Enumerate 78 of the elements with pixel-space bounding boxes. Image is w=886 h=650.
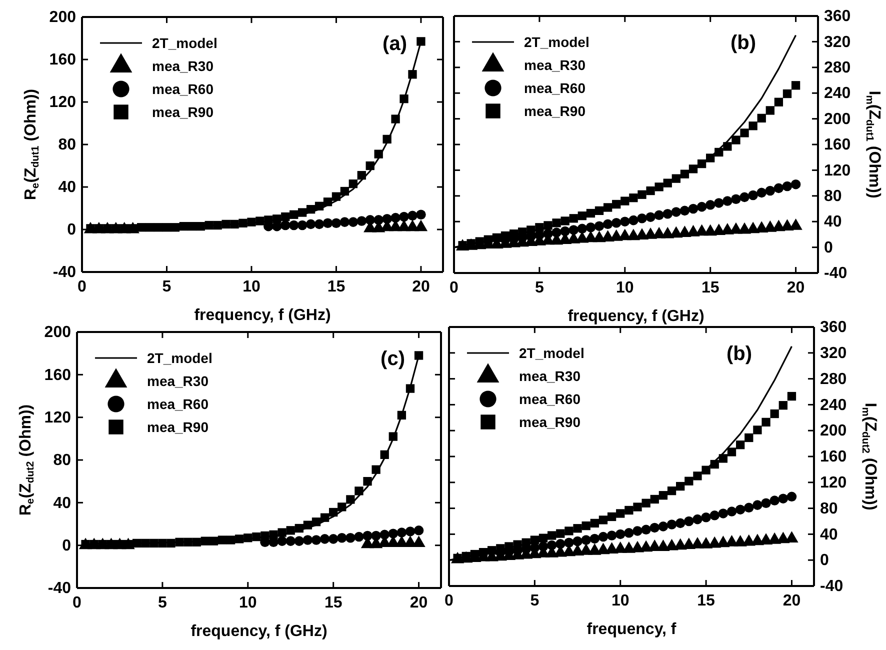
y2-tick-label: 360 — [820, 319, 847, 336]
y2-tick-label: 120 — [820, 474, 847, 492]
x-tick-label: 20 — [410, 594, 428, 612]
x-tick-label: 15 — [327, 278, 346, 296]
y-tick-label: 160 — [44, 366, 72, 384]
legend-label: mea_R60 — [152, 81, 214, 97]
legend-label: mea_R30 — [524, 57, 586, 73]
y2-tick-label: 280 — [820, 370, 847, 388]
x-tick-label: 5 — [534, 279, 544, 296]
annotation: (a) — [382, 33, 407, 55]
y2-tick-label: 200 — [820, 422, 847, 440]
y-tick-label: -40 — [52, 264, 76, 282]
x-axis-title: frequency, f (GHz) — [194, 307, 331, 324]
y2-tick-label: 80 — [820, 500, 838, 518]
y-tick-label: 80 — [53, 452, 72, 470]
legend-label: mea_R30 — [147, 373, 209, 389]
y2-tick-label: 40 — [824, 214, 842, 231]
x-tick-label: 10 — [242, 278, 260, 296]
x-tick-label: 10 — [238, 594, 257, 612]
y2-tick-label: 320 — [820, 345, 847, 362]
y-tick-label: 0 — [67, 222, 76, 239]
legend-label: mea_R30 — [519, 368, 581, 384]
y-tick-label: 80 — [58, 136, 76, 154]
legend-label: mea_R60 — [519, 391, 581, 407]
y2-tick-label: 280 — [824, 60, 851, 77]
y2-tick-label: 40 — [820, 526, 838, 544]
x-tick-label: 15 — [324, 594, 342, 612]
y2-tick-label: 240 — [824, 85, 851, 102]
annotation: (b) — [726, 343, 752, 365]
y-tick-label: 160 — [49, 52, 76, 69]
x-tick-label: 10 — [611, 592, 630, 610]
y-tick-label: 0 — [62, 537, 72, 554]
y-tick-label: 40 — [58, 179, 76, 196]
y2-tick-label: 360 — [824, 8, 851, 26]
x-tick-label: 5 — [162, 278, 172, 296]
annotation: (b) — [730, 32, 756, 54]
y-tick-label: 200 — [44, 324, 72, 342]
x-tick-label: 0 — [444, 592, 454, 610]
y2-tick-label: 0 — [824, 239, 833, 256]
legend-label: 2T_model — [152, 35, 218, 51]
legend-label: 2T_model — [524, 34, 590, 50]
legend-label: mea_R60 — [147, 396, 209, 412]
y-tick-label: 200 — [49, 9, 76, 26]
y2-tick-label: 160 — [820, 448, 847, 466]
x-axis-title: frequency, f (GHz) — [190, 623, 328, 640]
legend-label: 2T_model — [519, 345, 584, 361]
x-tick-label: 15 — [697, 592, 716, 610]
x-tick-label: 20 — [412, 278, 430, 296]
y2-tick-label: 160 — [824, 136, 851, 154]
x-tick-label: 20 — [786, 279, 805, 296]
x-tick-label: 0 — [450, 279, 459, 296]
y-tick-label: 120 — [49, 94, 76, 112]
x-axis-title: frequency, f (GHz) — [568, 308, 704, 325]
x-axis-title: frequency, f — [586, 621, 677, 638]
x-tick-label: 10 — [616, 279, 634, 296]
y2-tick-label: -40 — [824, 265, 848, 282]
legend-label: mea_R90 — [152, 104, 214, 120]
y2-tick-label: 240 — [820, 396, 847, 414]
legend-label: mea_R90 — [524, 103, 586, 119]
legend-label: 2T_model — [147, 350, 212, 366]
y2-tick-label: 80 — [824, 188, 842, 206]
y2-tick-label: 200 — [824, 110, 851, 128]
y2-tick-label: 0 — [820, 552, 829, 570]
x-tick-label: 5 — [530, 592, 540, 610]
y2-tick-label: 120 — [824, 162, 851, 180]
y-tick-label: -40 — [48, 580, 72, 598]
y-tick-label: 120 — [44, 409, 72, 426]
y2-tick-label: 320 — [824, 34, 851, 51]
y-tick-label: 40 — [53, 494, 72, 512]
annotation: (c) — [380, 348, 405, 370]
legend-label: mea_R30 — [152, 58, 214, 74]
x-tick-label: 5 — [158, 594, 167, 612]
legend-label: mea_R90 — [147, 419, 209, 435]
y2-tick-label: -40 — [820, 578, 844, 596]
x-tick-label: 20 — [782, 592, 801, 610]
legend-label: mea_R60 — [524, 80, 586, 96]
x-tick-label: 15 — [701, 279, 720, 296]
legend-label: mea_R90 — [519, 414, 581, 430]
